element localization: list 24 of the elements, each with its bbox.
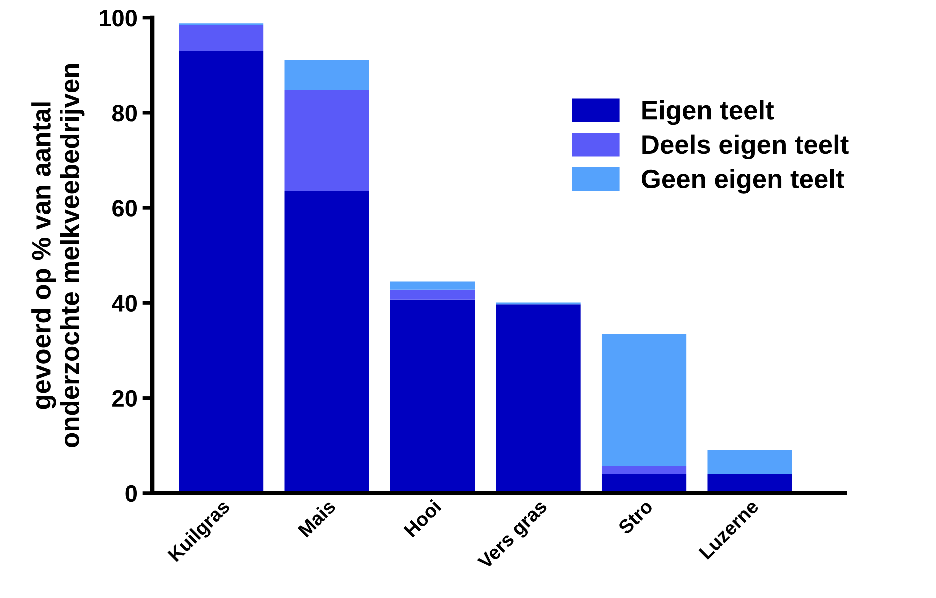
legend-label: Geen eigen teelt [642, 169, 844, 194]
bar [390, 300, 476, 494]
bar [708, 450, 792, 474]
bar [179, 51, 264, 494]
y-axis-title: gevoerd op % van aantal onderzochte melkveebedrijven [32, 64, 85, 448]
bar [602, 334, 687, 466]
bar [708, 474, 792, 494]
y-tick-label: 20 [112, 390, 138, 408]
bar [390, 290, 476, 300]
bar [496, 304, 581, 494]
x-tick-label: Stro [618, 499, 654, 536]
y-tick-label: 0 [126, 485, 138, 502]
bar [284, 90, 370, 192]
y-tick-label: 80 [112, 105, 138, 122]
bar [602, 466, 687, 474]
bar [284, 60, 370, 90]
bar [179, 25, 264, 52]
legend-label: Deels eigen teelt [642, 134, 849, 160]
legend-label: Eigen teelt [642, 100, 774, 126]
y-tick-label: 60 [112, 200, 138, 217]
y-tick-label: 40 [112, 295, 138, 312]
bar [284, 191, 370, 494]
bar [390, 282, 476, 290]
y-tick-label: 100 [100, 10, 138, 27]
